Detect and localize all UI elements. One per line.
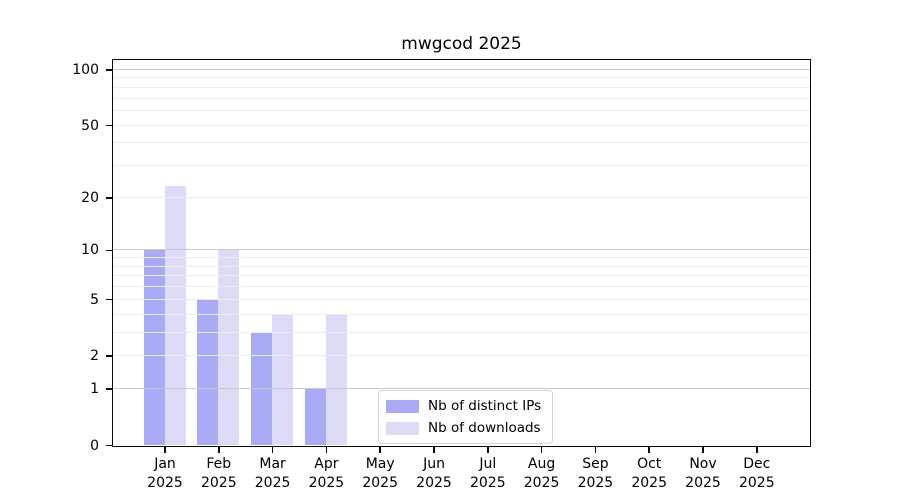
y-tick — [105, 298, 113, 301]
x-tick — [594, 447, 597, 453]
x-tick-label-feb: Feb 2025 — [191, 455, 247, 493]
year-label: 2025 — [308, 475, 345, 491]
x-tick — [540, 447, 543, 453]
bar-downloads-jan — [164, 186, 186, 445]
chart-title: mwgcod 2025 — [401, 34, 522, 54]
bar-distinct-ips-mar — [251, 332, 273, 445]
x-tick — [271, 447, 274, 453]
x-tick — [379, 447, 381, 453]
y-tick — [105, 69, 113, 71]
year-label: 2025 — [200, 475, 237, 491]
x-tick-label-nov: Nov 2025 — [675, 455, 731, 493]
bar-distinct-ips-jan — [143, 249, 165, 445]
x-tick — [756, 447, 758, 453]
y-tick-label: 20 — [81, 189, 99, 206]
year-label: 2025 — [147, 475, 183, 491]
month-label: Apr — [314, 456, 339, 472]
y-tick-label: 1 — [90, 381, 99, 398]
x-tick-label-sep: Sep 2025 — [567, 455, 623, 493]
bars-layer — [113, 60, 810, 446]
y-tick — [105, 249, 113, 252]
bar-downloads-apr — [325, 314, 347, 445]
legend-label-downloads: Nb of downloads — [428, 420, 541, 436]
y-tick-label: 2 — [90, 348, 99, 365]
month-label: Jul — [479, 456, 497, 472]
y-tick-label: 10 — [81, 242, 99, 259]
y-tick — [105, 124, 113, 127]
year-label: 2025 — [738, 475, 775, 491]
year-label: 2025 — [469, 475, 506, 491]
plot-area — [112, 59, 811, 447]
bar-distinct-ips-apr — [304, 388, 326, 445]
month-label: May — [365, 456, 395, 472]
legend-item-distinct-ips: Nb of distinct IPs — [386, 398, 541, 414]
x-tick-label-jun: Jun 2025 — [406, 455, 462, 493]
month-label: Jan — [154, 456, 176, 472]
x-tick — [487, 447, 489, 453]
y-tick-label: 0 — [90, 437, 99, 454]
x-tick-label-dec: Dec 2025 — [729, 455, 785, 493]
month-label: Mar — [259, 456, 286, 472]
x-tick-label-mar: Mar 2025 — [245, 455, 301, 493]
y-tick — [105, 197, 113, 199]
bar-downloads-feb — [218, 249, 240, 445]
y-tick — [105, 444, 113, 447]
x-tick — [702, 447, 704, 453]
month-label: Sep — [582, 456, 609, 472]
x-tick — [164, 447, 166, 453]
y-tick-label: 50 — [81, 117, 99, 134]
x-tick-label-apr: Apr 2025 — [298, 455, 354, 493]
x-tick-label-jul: Jul 2025 — [460, 455, 516, 493]
y-tick-label: 5 — [90, 291, 99, 308]
year-label: 2025 — [631, 475, 667, 491]
month-label: Dec — [743, 456, 771, 472]
legend-swatch-distinct-ips-icon — [386, 399, 419, 413]
x-tick-label-oct: Oct 2025 — [621, 455, 677, 493]
y-tick — [105, 355, 113, 357]
legend-label-distinct-ips: Nb of distinct IPs — [428, 398, 542, 414]
x-tick — [325, 447, 328, 453]
x-tick — [433, 447, 435, 453]
month-label: Jun — [423, 456, 445, 472]
month-label: Aug — [527, 456, 556, 472]
month-label: Oct — [637, 456, 662, 472]
legend: Nb of distinct IPs Nb of downloads — [378, 390, 554, 444]
year-label: 2025 — [685, 475, 721, 491]
x-tick-label-may: May 2025 — [352, 455, 408, 493]
month-label: Feb — [206, 456, 232, 472]
year-label: 2025 — [577, 475, 614, 491]
legend-swatch-downloads-icon — [386, 421, 419, 435]
bar-downloads-mar — [272, 314, 294, 445]
x-tick-label-jan: Jan 2025 — [137, 455, 193, 493]
bar-distinct-ips-feb — [197, 299, 219, 445]
y-tick-label: 100 — [72, 62, 99, 78]
year-label: 2025 — [416, 475, 452, 491]
x-tick — [648, 447, 650, 453]
month-label: Nov — [689, 456, 717, 472]
year-label: 2025 — [523, 475, 560, 491]
legend-item-downloads: Nb of downloads — [386, 420, 541, 436]
year-label: 2025 — [362, 475, 398, 491]
y-tick — [105, 388, 113, 390]
x-tick — [218, 447, 220, 453]
year-label: 2025 — [254, 475, 291, 491]
x-tick-label-aug: Aug 2025 — [514, 455, 570, 493]
